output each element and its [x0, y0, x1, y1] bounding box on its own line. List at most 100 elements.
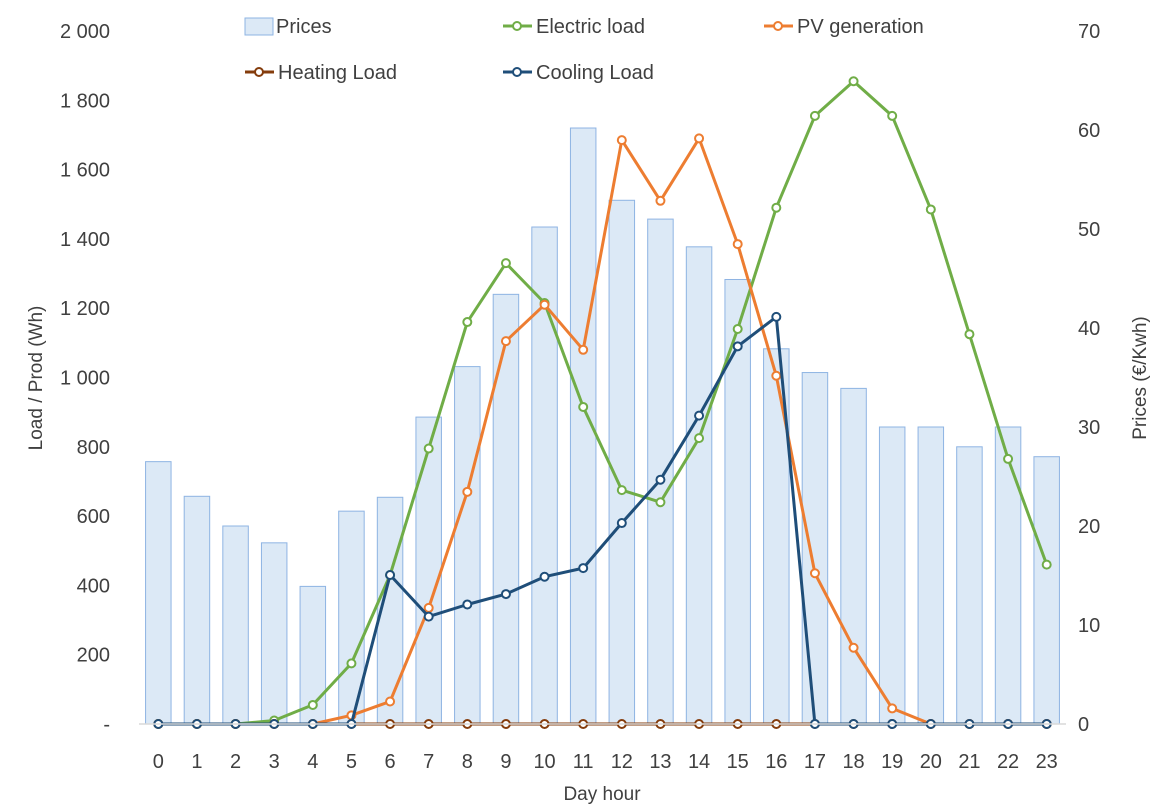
x-axis-tick-label: 23: [1036, 751, 1058, 773]
left-axis-tick-label: 2 000: [60, 21, 110, 43]
x-axis-tick-label: 22: [997, 751, 1019, 773]
price-bar: [956, 446, 983, 725]
data-point-electric-load: [925, 204, 936, 215]
right-axis-tick-label: 60: [1078, 120, 1100, 142]
data-point-electric-load: [578, 401, 589, 412]
x-axis-title: Day hour: [563, 784, 641, 805]
legend-label-heating-load: Heating Load: [278, 62, 397, 84]
x-axis-tick-label: 16: [765, 751, 787, 773]
data-point-pv-generation: [848, 642, 859, 653]
right-axis-tick-label: 10: [1078, 615, 1100, 637]
data-point-electric-load: [809, 110, 820, 121]
price-bar: [647, 218, 674, 725]
price-bar: [415, 416, 442, 725]
price-bar: [878, 426, 906, 725]
right-axis-tick-label: 0: [1078, 714, 1089, 736]
data-point-cooling-load: [694, 410, 705, 421]
data-point-pv-generation: [423, 602, 434, 613]
series-line-electric-load: [158, 79, 1049, 726]
data-point-electric-load: [732, 323, 743, 334]
x-axis-tick-label: 13: [649, 751, 671, 773]
data-point-electric-load: [346, 658, 357, 669]
price-bar: [685, 246, 713, 725]
price-bar: [608, 199, 636, 725]
data-point-electric-load: [655, 497, 666, 508]
price-bar: [183, 495, 211, 725]
price-bar: [145, 461, 172, 725]
price-bar: [222, 525, 249, 725]
left-axis-tick-label: 1 200: [60, 298, 110, 320]
data-point-electric-load: [848, 76, 859, 87]
x-axis-tick-label: 18: [842, 751, 864, 773]
data-point-pv-generation: [771, 370, 782, 381]
x-axis-tick-label: 10: [533, 751, 555, 773]
legend-item-prices: Prices: [244, 16, 332, 38]
data-point-pv-generation: [385, 696, 396, 707]
x-axis-tick-label: 20: [920, 751, 942, 773]
x-axis-tick-label: 8: [462, 751, 473, 773]
x-axis-tick-label: 17: [804, 751, 826, 773]
price-bar: [1033, 456, 1060, 725]
data-point-electric-load: [887, 110, 898, 121]
price-bar: [492, 293, 520, 725]
series-line-cooling-load: [158, 315, 1047, 726]
data-point-cooling-load: [385, 570, 396, 581]
x-axis-tick-label: 0: [153, 751, 164, 773]
legend-label-prices: Prices: [276, 16, 332, 38]
data-point-pv-generation: [694, 133, 705, 144]
price-bar: [531, 226, 558, 725]
x-axis-tick-label: 21: [958, 751, 980, 773]
x-axis-tick-label: 14: [688, 751, 710, 773]
legend-marker-cooling-load: [512, 67, 522, 77]
price-bar: [840, 387, 867, 725]
data-point-electric-load: [1003, 453, 1014, 464]
left-axis-tick-label: 1 600: [60, 160, 110, 182]
x-axis-tick-label: 9: [500, 751, 511, 773]
x-axis-tick-label: 6: [385, 751, 396, 773]
left-axis-tick-label: 200: [77, 645, 110, 667]
right-axis: 0 10 20 30 40 50 60 70: [1078, 21, 1100, 736]
legend-item-cooling-load: Cooling Load: [503, 62, 654, 84]
data-point-electric-load: [423, 443, 434, 454]
price-bar: [801, 372, 829, 725]
data-point-cooling-load: [771, 311, 782, 322]
left-axis-title: Load / Prod (Wh): [26, 306, 47, 451]
right-axis-tick-label: 20: [1078, 516, 1100, 538]
left-axis-tick-label: 1 400: [60, 229, 110, 251]
left-axis: - 200 400 600 800 1 000 1 200 1 400 1 600 1 800 2 …: [60, 21, 110, 736]
data-point-cooling-load: [462, 599, 473, 610]
x-axis-tick-label: 2: [230, 751, 241, 773]
data-point-cooling-load: [500, 589, 511, 600]
legend-marker-pv-generation: [773, 21, 783, 31]
legend-marker-heating-load: [254, 67, 264, 77]
data-point-electric-load: [307, 699, 318, 710]
price-bar: [454, 366, 481, 725]
data-point-electric-load: [771, 202, 782, 213]
right-axis-tick-label: 70: [1078, 21, 1100, 43]
legend-item-electric-load: Electric load: [503, 16, 645, 38]
left-axis-tick-label: 1 000: [60, 368, 110, 390]
series-line-pv-generation: [158, 136, 1047, 726]
price-bar: [994, 426, 1022, 725]
data-point-cooling-load: [655, 474, 666, 485]
x-axis-tick-label: 12: [611, 751, 633, 773]
data-point-pv-generation: [500, 336, 511, 347]
price-bar: [917, 426, 945, 725]
x-axis-tick-label: 3: [269, 751, 280, 773]
left-axis-tick-label: 600: [77, 506, 110, 528]
x-axis-tick-label: 1: [191, 751, 202, 773]
right-axis-tick-label: 30: [1078, 417, 1100, 439]
legend-item-pv-generation: PV generation: [764, 16, 924, 38]
price-bar: [260, 542, 288, 725]
data-point-pv-generation: [578, 344, 589, 355]
x-axis-tick-label: 7: [423, 751, 434, 773]
data-point-pv-generation: [655, 195, 666, 206]
legend-item-heating-load: Heating Load: [245, 62, 397, 84]
data-point-pv-generation: [809, 568, 820, 579]
data-point-pv-generation: [539, 299, 550, 310]
data-point-cooling-load: [423, 611, 434, 622]
left-axis-tick-label: -: [103, 714, 110, 736]
data-point-cooling-load: [732, 341, 743, 352]
data-point-pv-generation: [616, 135, 627, 146]
